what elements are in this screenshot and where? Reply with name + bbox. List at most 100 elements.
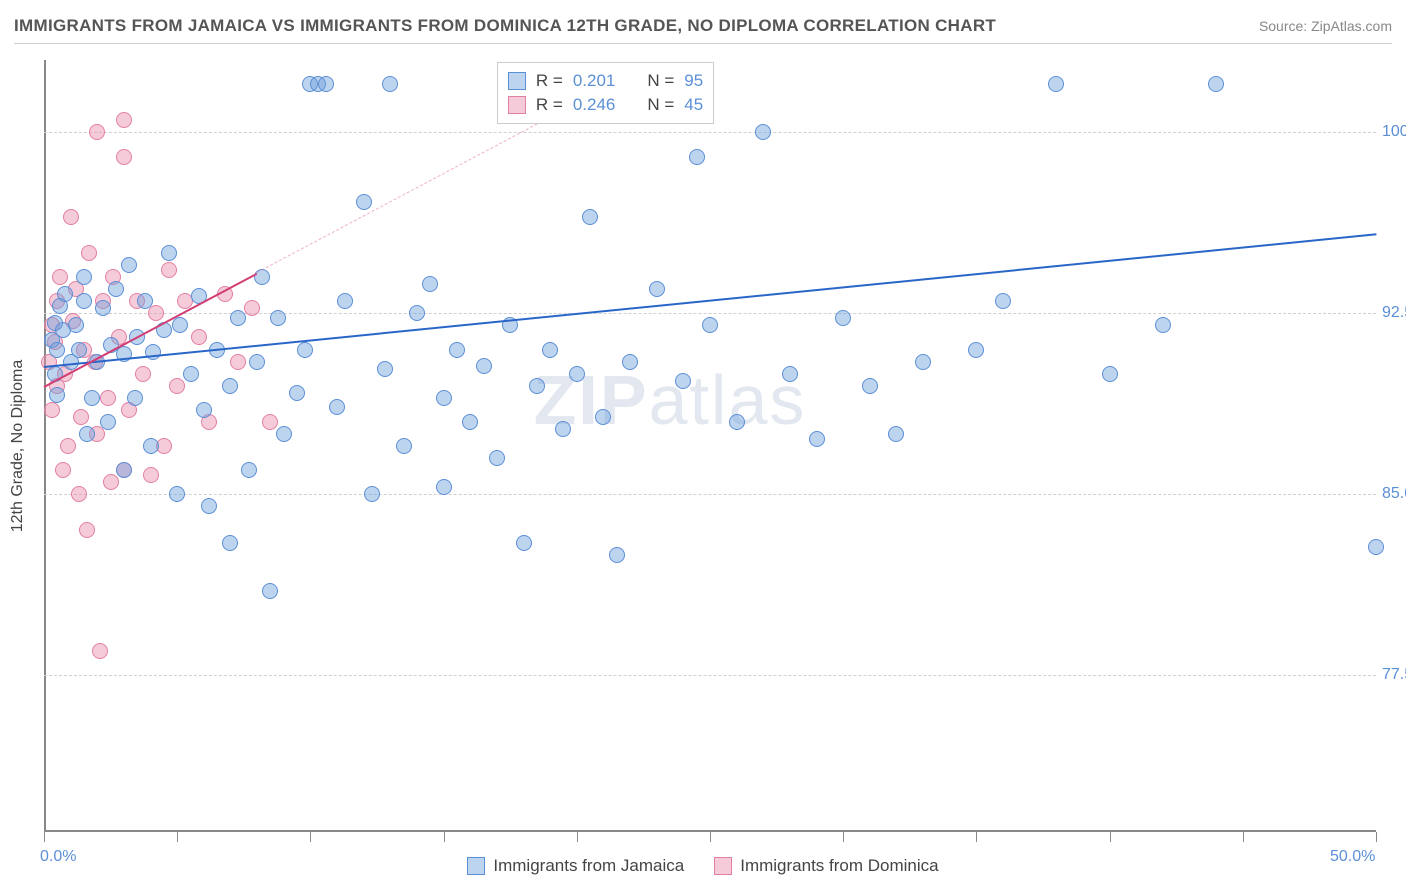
scatter-point (222, 535, 238, 551)
scatter-point (201, 498, 217, 514)
legend-swatch (508, 72, 526, 90)
scatter-point (702, 317, 718, 333)
scatter-point (89, 124, 105, 140)
scatter-point (396, 438, 412, 454)
legend-row: R =0.201N =95 (508, 69, 703, 93)
scatter-point (289, 385, 305, 401)
scatter-point (755, 124, 771, 140)
legend-n-value: 45 (684, 95, 703, 115)
gridline-h (44, 675, 1376, 676)
scatter-point (84, 390, 100, 406)
scatter-point (529, 378, 545, 394)
legend-item: Immigrants from Dominica (714, 856, 938, 876)
scatter-point (318, 76, 334, 92)
trend-line (44, 234, 1376, 369)
scatter-point (230, 354, 246, 370)
scatter-point (63, 209, 79, 225)
scatter-point (121, 257, 137, 273)
xtick (44, 832, 45, 842)
scatter-point (191, 329, 207, 345)
scatter-point (103, 474, 119, 490)
scatter-point (108, 281, 124, 297)
legend-r-value: 0.246 (573, 95, 616, 115)
y-axis-label: 12th Grade, No Diploma (9, 360, 27, 533)
scatter-point (172, 317, 188, 333)
scatter-point (436, 479, 452, 495)
source-attribution: Source: ZipAtlas.com (1259, 18, 1392, 34)
scatter-point (377, 361, 393, 377)
scatter-point (68, 317, 84, 333)
scatter-point (915, 354, 931, 370)
scatter-point (968, 342, 984, 358)
ytick-label: 92.5% (1382, 304, 1406, 322)
scatter-point (649, 281, 665, 297)
scatter-point (52, 269, 68, 285)
scatter-point (79, 426, 95, 442)
scatter-point (81, 245, 97, 261)
scatter-point (862, 378, 878, 394)
scatter-point (888, 426, 904, 442)
scatter-point (148, 305, 164, 321)
scatter-point (116, 462, 132, 478)
scatter-point (1368, 539, 1384, 555)
scatter-point (161, 245, 177, 261)
scatter-point (183, 366, 199, 382)
ytick-label: 100.0% (1382, 123, 1406, 141)
scatter-point (569, 366, 585, 382)
scatter-point (1208, 76, 1224, 92)
legend-swatch (467, 857, 485, 875)
xtick (1376, 832, 1377, 842)
scatter-point (222, 378, 238, 394)
scatter-point (364, 486, 380, 502)
scatter-point (49, 387, 65, 403)
xtick (1110, 832, 1111, 842)
scatter-point (135, 366, 151, 382)
scatter-point (689, 149, 705, 165)
scatter-point (675, 373, 691, 389)
scatter-point (582, 209, 598, 225)
legend-n-label: N = (647, 71, 674, 91)
scatter-point (1155, 317, 1171, 333)
scatter-point (241, 462, 257, 478)
scatter-point (249, 354, 265, 370)
xtick (843, 832, 844, 842)
scatter-point (230, 310, 246, 326)
ytick-label: 85.0% (1382, 485, 1406, 503)
scatter-point (143, 467, 159, 483)
scatter-point (809, 431, 825, 447)
scatter-point (729, 414, 745, 430)
scatter-point (79, 522, 95, 538)
scatter-point (276, 426, 292, 442)
xtick (444, 832, 445, 842)
legend-label: Immigrants from Jamaica (493, 856, 684, 876)
ytick-label: 77.5% (1382, 666, 1406, 684)
scatter-point (1102, 366, 1118, 382)
scatter-point (329, 399, 345, 415)
scatter-point (595, 409, 611, 425)
xtick (1243, 832, 1244, 842)
scatter-point (1048, 76, 1064, 92)
legend-r-value: 0.201 (573, 71, 616, 91)
scatter-point (356, 194, 372, 210)
xtick (177, 832, 178, 842)
scatter-point (95, 300, 111, 316)
legend-row: R =0.246N =45 (508, 93, 703, 117)
scatter-point (169, 378, 185, 394)
plot-wrap: 12th Grade, No Diploma ZIPatlas 77.5%85.… (44, 60, 1376, 832)
legend-label: Immigrants from Dominica (740, 856, 938, 876)
scatter-point (143, 438, 159, 454)
scatter-point (462, 414, 478, 430)
scatter-point (622, 354, 638, 370)
scatter-point (127, 390, 143, 406)
scatter-point (489, 450, 505, 466)
xtick (710, 832, 711, 842)
scatter-point (44, 402, 60, 418)
chart-title: IMMIGRANTS FROM JAMAICA VS IMMIGRANTS FR… (14, 16, 996, 36)
scatter-point (116, 112, 132, 128)
gridline-h (44, 132, 1376, 133)
scatter-point (516, 535, 532, 551)
title-bar: IMMIGRANTS FROM JAMAICA VS IMMIGRANTS FR… (14, 14, 1392, 44)
scatter-point (262, 414, 278, 430)
plot-area: ZIPatlas 77.5%85.0%92.5%100.0%0.0%50.0%R… (44, 60, 1376, 832)
scatter-point (137, 293, 153, 309)
